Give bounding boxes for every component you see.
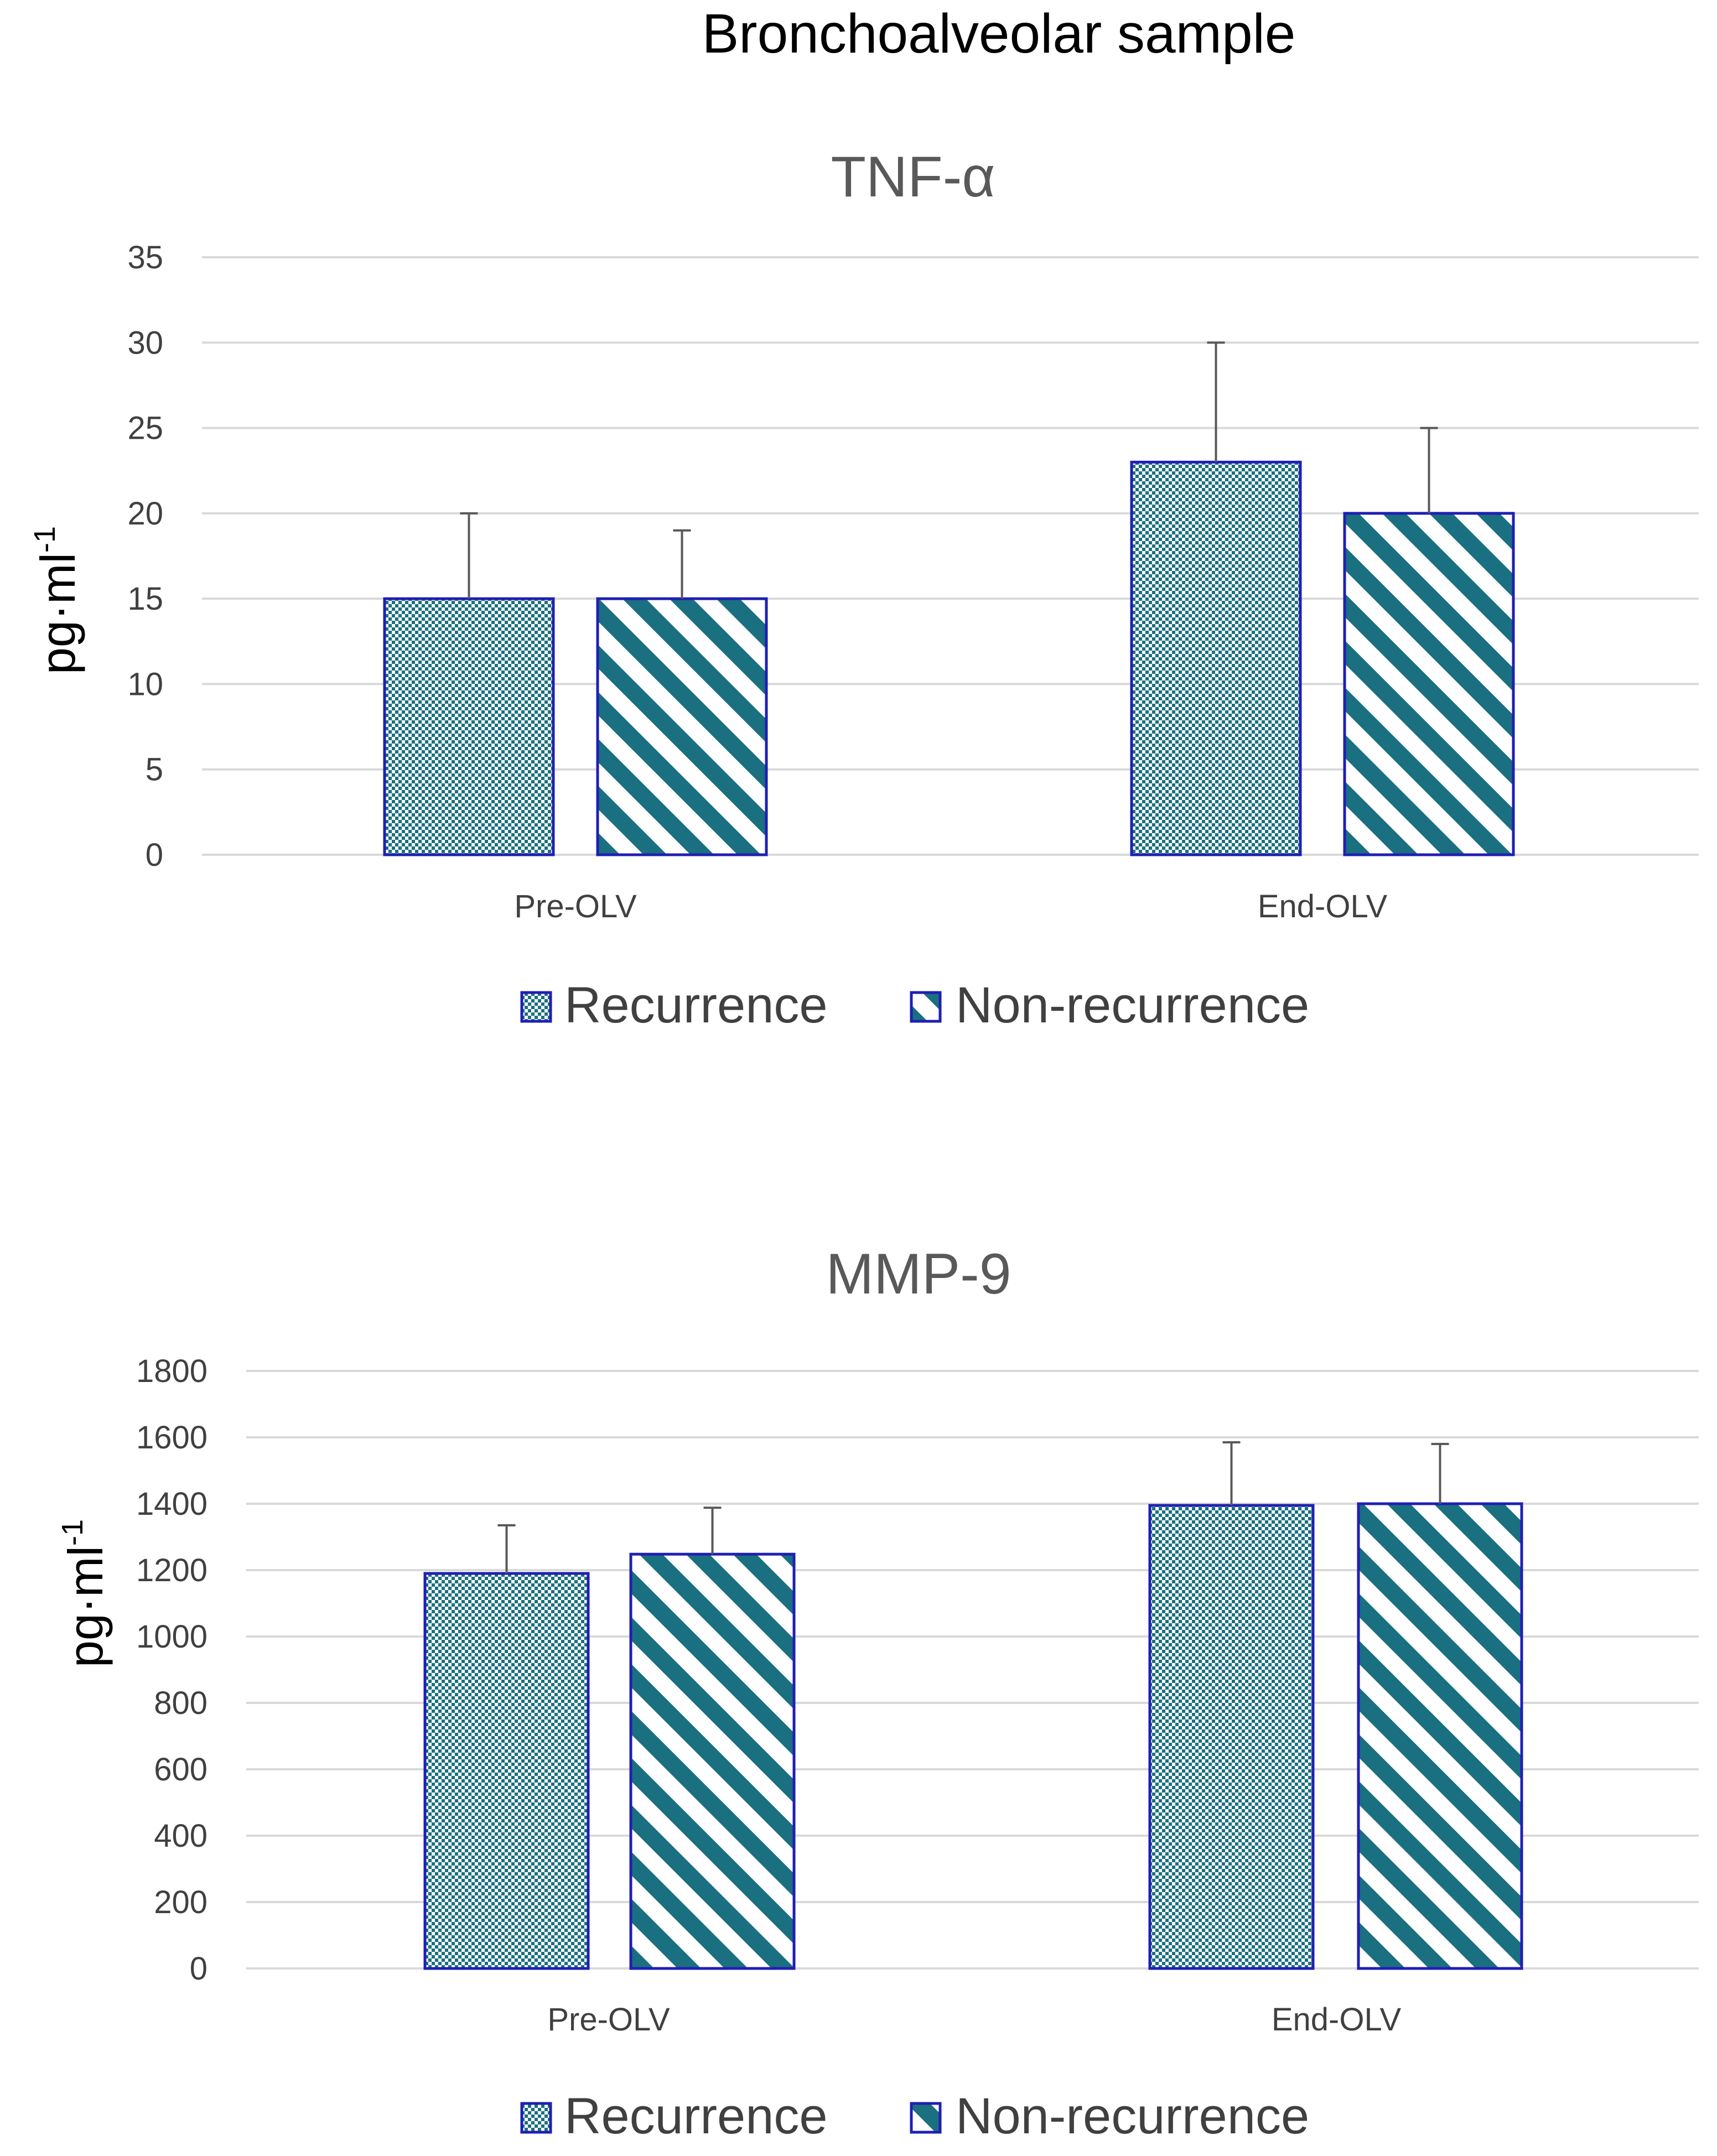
y-tick-label: 30	[127, 325, 163, 361]
bar-recurrence-end-olv	[1130, 460, 1302, 856]
x-category-label: End-OLV	[1258, 889, 1388, 924]
x-axis-categories: Pre-OLV End-OLV	[547, 2002, 1401, 2038]
y-axis-ticks: 0 5 10 15 20 25 30 35	[127, 240, 163, 873]
chart-title: MMP-9	[826, 1242, 1011, 1306]
legend: Recurrence Non-recurrence	[520, 2088, 1309, 2144]
y-tick-label: 20	[127, 496, 163, 532]
y-tick-label: 400	[154, 1818, 208, 1854]
y-axis-ticks: 0 200 400 600 800 1000 1200 1400 1600 1800	[136, 1353, 208, 1987]
bars	[383, 460, 1515, 856]
y-axis-label: pg·ml-1	[56, 1519, 113, 1667]
y-tick-label: 5	[146, 752, 163, 788]
chart-title: TNF-α	[831, 145, 995, 209]
chart-mmp-9: MMP-9 pg·ml-1 0 200 400 600 800 1000 1200 1400 1…	[56, 1242, 1699, 2144]
error-bars	[460, 341, 1438, 599]
legend-label-recurrence: Recurrence	[564, 2088, 828, 2144]
figure-title: Bronchoalveolar sample	[702, 3, 1296, 65]
y-tick-label: 200	[154, 1884, 208, 1920]
y-tick-label: 1200	[136, 1552, 208, 1588]
x-category-label: Pre-OLV	[514, 889, 637, 924]
error-bars	[497, 1441, 1449, 1573]
bars	[423, 1502, 1523, 1970]
y-tick-label: 35	[127, 240, 163, 276]
y-tick-label: 800	[154, 1685, 208, 1721]
y-tick-label: 1600	[136, 1420, 208, 1456]
y-tick-label: 25	[127, 411, 163, 446]
legend: Recurrence Non-recurrence	[520, 977, 1309, 1033]
y-tick-label: 1800	[136, 1353, 208, 1389]
x-category-label: Pre-OLV	[547, 2002, 670, 2038]
legend-label-recurrence: Recurrence	[564, 977, 828, 1033]
legend-label-non-recurrence: Non-recurrence	[956, 2088, 1309, 2144]
y-tick-label: 600	[154, 1752, 208, 1788]
bar-non-recurrence-pre-olv	[596, 597, 768, 856]
x-category-label: End-OLV	[1272, 2002, 1402, 2038]
y-tick-label: 0	[146, 837, 163, 873]
bar-non-recurrence-pre-olv	[629, 1552, 796, 1970]
bar-non-recurrence-end-olv	[1343, 512, 1515, 856]
y-tick-label: 0	[190, 1951, 208, 1987]
legend-swatch-non-recurrence	[910, 2102, 942, 2134]
bar-recurrence-pre-olv	[383, 597, 555, 856]
bar-recurrence-pre-olv	[423, 1572, 590, 1970]
y-axis-label: pg·ml-1	[28, 526, 85, 674]
y-tick-label: 15	[127, 581, 163, 617]
chart-tnf-alpha: TNF-α pg·ml-1 0 5 10 15 20 25 30 35 Pre-OLV End-…	[28, 145, 1699, 1033]
y-tick-label: 1400	[136, 1486, 208, 1522]
x-axis-categories: Pre-OLV End-OLV	[514, 889, 1387, 924]
legend-label-non-recurrence: Non-recurrence	[956, 977, 1309, 1033]
legend-swatch-non-recurrence	[910, 991, 942, 1023]
y-tick-label: 1000	[136, 1619, 208, 1655]
y-tick-label: 10	[127, 666, 163, 702]
bar-non-recurrence-end-olv	[1357, 1502, 1523, 1970]
legend-swatch-recurrence	[520, 2102, 552, 2134]
legend-swatch-recurrence	[520, 991, 552, 1023]
bar-recurrence-end-olv	[1148, 1504, 1315, 1970]
